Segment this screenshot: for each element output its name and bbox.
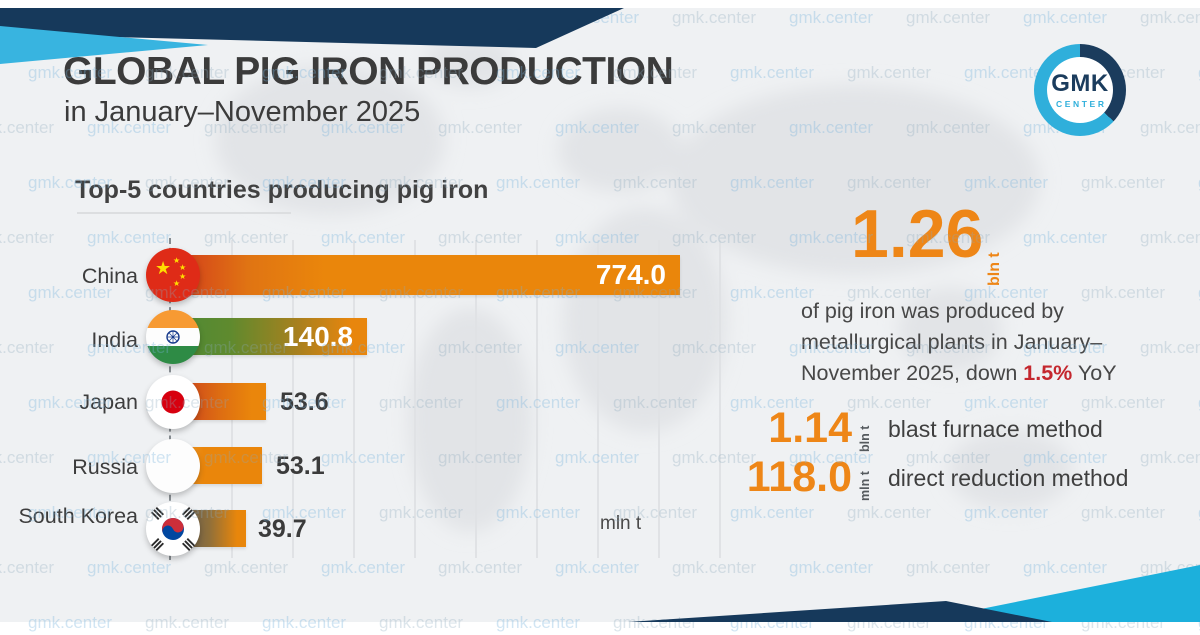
page-title: GLOBAL PIG IRON PRODUCTION: [63, 50, 674, 93]
total-production-value: 1.26: [851, 196, 984, 272]
logo-text-center: CENTER: [1056, 98, 1107, 109]
china-flag-icon: ★ ★ ★ ★ ★: [146, 248, 200, 302]
bar-china: 774.0: [172, 255, 680, 295]
russia-flag-icon: [146, 439, 200, 493]
india-flag-icon: [146, 310, 200, 364]
svg-text:★: ★: [179, 263, 186, 272]
gmk-center-logo: GMK CENTER: [1034, 44, 1126, 136]
description-text-before: of pig iron was produced by metallurgica…: [801, 299, 1103, 385]
svg-text:★: ★: [155, 258, 171, 278]
country-label-japan: Japan: [79, 390, 138, 414]
bar-value-russia: 53.1: [276, 452, 325, 480]
total-production-description: of pig iron was produced by metallurgica…: [801, 296, 1139, 389]
description-text-after: YoY: [1072, 361, 1117, 385]
direct-reduction-value: 118.0: [746, 453, 852, 501]
country-label-russia: Russia: [72, 455, 138, 479]
svg-text:★: ★: [173, 256, 180, 265]
gmk-center-logo-inner: GMK CENTER: [1047, 57, 1113, 123]
total-production-unit: bln t: [986, 252, 1003, 286]
japan-flag-icon: [146, 375, 200, 429]
svg-text:★: ★: [179, 272, 186, 281]
south-korea-flag-icon: [146, 502, 200, 556]
blast-furnace-unit: bln t: [858, 425, 872, 452]
page-subtitle: in January–November 2025: [64, 96, 421, 128]
logo-text-gmk: GMK: [1051, 69, 1109, 97]
chart-unit-label: mln t: [600, 513, 642, 534]
bar-india: 140.8: [172, 318, 367, 355]
svg-text:★: ★: [173, 279, 180, 288]
blast-furnace-value: 1.14: [768, 404, 852, 452]
bar-value-japan: 53.6: [280, 388, 329, 416]
direct-reduction-unit: mln t: [858, 471, 872, 501]
bar-value-south-korea: 39.7: [258, 515, 307, 543]
country-label-india: India: [91, 328, 138, 352]
chart-heading: Top-5 countries producing pig iron: [75, 176, 489, 204]
direct-reduction-label: direct reduction method: [888, 465, 1129, 491]
bar-value-india: 140.8: [282, 320, 353, 352]
yoy-change-value: 1.5%: [1023, 361, 1073, 385]
country-label-south-korea: South Korea: [18, 504, 138, 528]
chart-heading-underline: [77, 212, 291, 214]
blast-furnace-label: blast furnace method: [888, 416, 1103, 442]
country-label-china: China: [81, 264, 138, 288]
bar-value-china: 774.0: [595, 259, 666, 290]
